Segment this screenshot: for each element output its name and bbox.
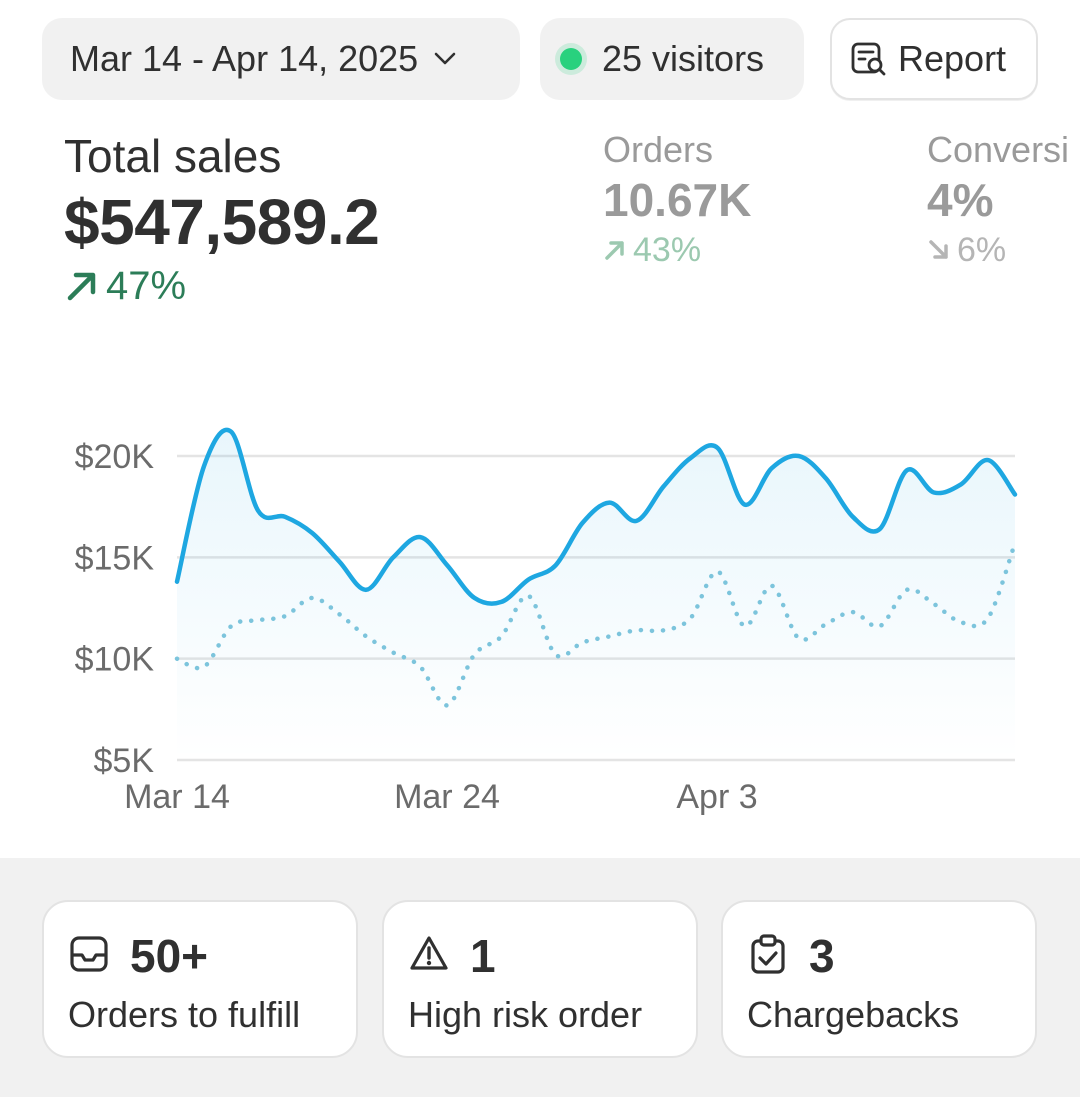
live-visitors-badge[interactable]: 25 visitors: [540, 18, 804, 100]
inbox-icon: [68, 933, 110, 980]
orders-to-fulfill-card[interactable]: 50+ Orders to fulfill: [42, 900, 358, 1058]
y-axis-tick-label: $20K: [75, 438, 155, 476]
report-icon: [850, 40, 888, 78]
orders-to-fulfill-label: Orders to fulfill: [68, 994, 301, 1035]
total-sales-series-line: [174, 427, 1018, 606]
total-sales-label: Total sales: [64, 130, 282, 182]
arrow-up-right-icon: [605, 241, 624, 260]
orders-change-value: 43%: [633, 231, 702, 269]
high-risk-order-card[interactable]: 1 High risk order: [382, 900, 698, 1058]
x-axis-tick-label: Mar 24: [394, 778, 500, 816]
total-sales-change: 47%: [64, 260, 379, 312]
y-axis-tick-label: $5K: [94, 742, 155, 780]
orders-metric[interactable]: Orders 10.67K 43%: [603, 128, 751, 272]
y-axis-tick-label: $15K: [75, 539, 155, 577]
date-range-label: Mar 14 - Apr 14, 2025: [70, 38, 419, 79]
date-range-selector[interactable]: Mar 14 - Apr 14, 2025: [42, 18, 520, 100]
report-button[interactable]: Report: [830, 18, 1038, 100]
chevron-down-icon: [434, 52, 456, 66]
sales-line-chart[interactable]: $20K $15K $10K $5K Mar 14 Mar 24 Apr 3: [0, 380, 1080, 830]
report-label: Report: [898, 38, 1007, 79]
conversion-metric[interactable]: Conversi 4% 6%: [927, 128, 1069, 272]
high-risk-order-label: High risk order: [408, 994, 643, 1035]
conversion-change: 6%: [927, 228, 1069, 272]
chargebacks-label: Chargebacks: [747, 994, 960, 1035]
clipboard-check-icon: [747, 933, 789, 980]
x-axis-tick-label: Mar 14: [124, 778, 230, 816]
visitors-count: 25 visitors: [602, 38, 765, 79]
y-axis-tick-label: $10K: [75, 641, 155, 679]
arrow-down-right-icon: [929, 240, 948, 259]
orders-value: 10.67K: [603, 174, 752, 226]
chargebacks-card[interactable]: 3 Chargebacks: [721, 900, 1037, 1058]
warning-icon: [408, 933, 450, 980]
total-sales-value: $547,589.2: [64, 186, 380, 258]
total-sales-metric[interactable]: Total sales $547,589.2 47%: [64, 128, 380, 312]
orders-change: 43%: [603, 228, 751, 272]
conversion-value: 4%: [927, 174, 994, 226]
action-cards-section: 50+ Orders to fulfill 1 High risk order: [0, 858, 1080, 1097]
conversion-change-value: 6%: [957, 231, 1007, 269]
x-axis-tick-label: Apr 3: [676, 778, 757, 816]
conversion-label: Conversi: [927, 129, 1070, 170]
live-status-icon: [560, 48, 582, 70]
orders-to-fulfill-count: 50+: [130, 930, 209, 982]
high-risk-order-count: 1: [470, 930, 496, 982]
orders-label: Orders: [603, 129, 714, 170]
arrow-up-right-icon: [67, 272, 96, 301]
total-sales-area: [177, 429, 1015, 760]
chargebacks-count: 3: [809, 930, 835, 982]
total-sales-change-value: 47%: [106, 264, 187, 308]
